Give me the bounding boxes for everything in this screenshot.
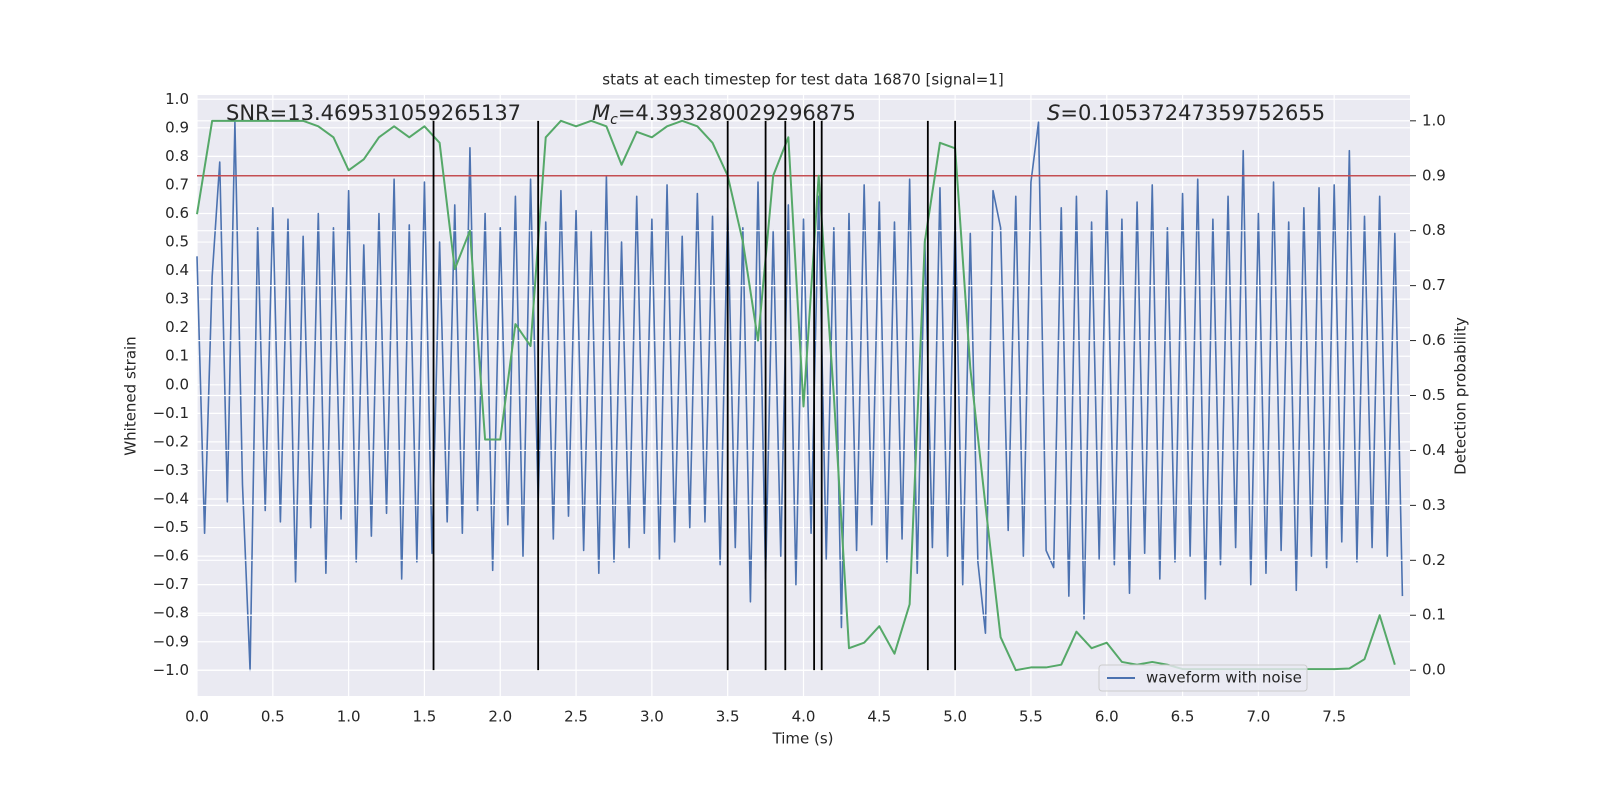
y2-tick-label: 0.2 [1422, 551, 1446, 569]
y-tick-label: −0.8 [153, 604, 189, 622]
y2-tick-label: 0.1 [1422, 606, 1446, 624]
y-tick-label: 0.1 [165, 347, 189, 365]
y-tick-label: −0.5 [153, 518, 189, 536]
y-tick-label: −0.9 [153, 632, 189, 650]
annotation-symbol: M [592, 101, 610, 125]
annotation-text: =4.393280029296875 [618, 101, 856, 125]
y2-tick-label: 0.7 [1422, 276, 1446, 294]
y-tick-label: 0.8 [165, 147, 189, 165]
x-tick-label: 5.5 [1019, 708, 1043, 726]
y-tick-label: −0.6 [153, 547, 189, 565]
x-tick-label: 1.5 [413, 708, 437, 726]
annotation-subscript: c [610, 112, 618, 128]
y-tick-label: 0.7 [165, 175, 189, 193]
y-tick-label: 0.3 [165, 290, 189, 308]
annotation: Mc=4.393280029296875 [592, 101, 856, 128]
x-tick-label: 6.5 [1171, 708, 1195, 726]
x-tick-label: 5.0 [943, 708, 967, 726]
x-tick-label: 4.5 [867, 708, 891, 726]
x-tick-label: 2.0 [488, 708, 512, 726]
x-tick-label: 0.0 [185, 708, 209, 726]
x-tick-label: 0.5 [261, 708, 285, 726]
annotation-text: =0.10537247359752655 [1060, 101, 1325, 125]
y-tick-label: 1.0 [165, 90, 189, 108]
y-tick-label: 0.9 [165, 118, 189, 136]
y2-tick-label: 0.0 [1422, 661, 1446, 679]
y2-tick-label: 0.3 [1422, 496, 1446, 514]
y2-tick-label: 0.8 [1422, 221, 1446, 239]
x-tick-label: 7.0 [1246, 708, 1270, 726]
y2-tick-label: 0.5 [1422, 386, 1446, 404]
y2-tick-label: 0.4 [1422, 441, 1446, 459]
y2-tick-label: 0.6 [1422, 331, 1446, 349]
legend-label: waveform with noise [1146, 669, 1302, 687]
y-tick-label: 0.4 [165, 261, 189, 279]
chart-title: stats at each timestep for test data 168… [602, 71, 1003, 89]
y-tick-label: −1.0 [153, 661, 189, 679]
y-tick-label: −0.4 [153, 489, 189, 507]
y2-axis-label: Detection probability [1452, 317, 1470, 475]
annotation-text: SNR=13.469531059265137 [226, 101, 521, 125]
x-tick-label: 3.0 [640, 708, 664, 726]
y-tick-label: −0.3 [153, 461, 189, 479]
annotation: S=0.10537247359752655 [1047, 101, 1325, 125]
y-tick-label: −0.2 [153, 432, 189, 450]
y-tick-label: 0.6 [165, 204, 189, 222]
waveform-line [196, 121, 1404, 672]
x-tick-label: 6.0 [1095, 708, 1119, 726]
annotation: SNR=13.469531059265137 [226, 101, 521, 125]
y2-tick-label: 0.9 [1422, 166, 1446, 184]
annotation-symbol: S [1047, 101, 1060, 125]
x-tick-label: 2.5 [564, 708, 588, 726]
y2-tick-label: 1.0 [1422, 111, 1446, 129]
x-tick-label: 4.0 [792, 708, 816, 726]
x-tick-label: 3.5 [716, 708, 740, 726]
y-tick-label: −0.1 [153, 404, 189, 422]
x-tick-label: 1.0 [337, 708, 361, 726]
y-axis-label: Whitened strain [122, 336, 140, 455]
x-tick-label: 7.5 [1322, 708, 1346, 726]
y-tick-label: 0.2 [165, 318, 189, 336]
legend-box [1098, 664, 1308, 692]
y-tick-label: 0.5 [165, 233, 189, 251]
y-tick-label: 0.0 [165, 375, 189, 393]
x-axis-label: Time (s) [772, 730, 834, 748]
y-tick-label: −0.7 [153, 575, 189, 593]
